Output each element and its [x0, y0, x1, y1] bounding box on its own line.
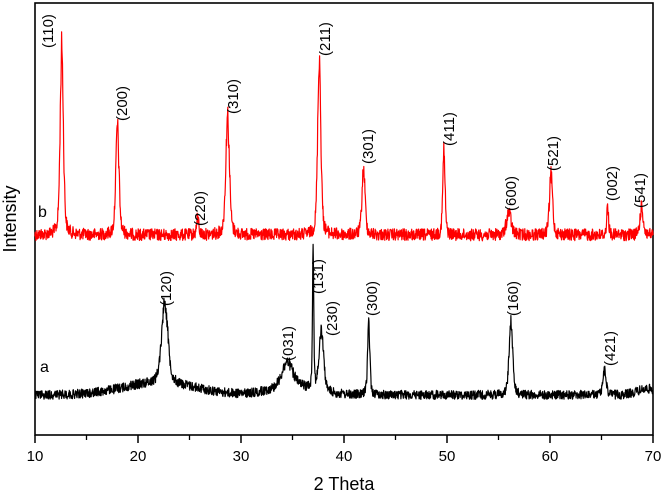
x-tick-label: 40 — [336, 448, 353, 465]
x-tick-label: 30 — [233, 448, 250, 465]
peak-labels: (110) (200) (220) (310) (211) (301) (411) (600)… — [40, 14, 649, 366]
peak-label: (131) — [310, 259, 327, 294]
peak-label: (300) — [364, 281, 381, 316]
x-axis: 10 20 30 40 50 60 70 — [27, 435, 662, 465]
peak-label: (301) — [360, 129, 377, 164]
peak-label: (421) — [602, 331, 619, 366]
peak-label: (211) — [317, 22, 334, 56]
series-b-line — [34, 31, 654, 242]
peak-label: (230) — [324, 301, 341, 336]
plot-frame — [34, 2, 654, 436]
x-tick-label: 70 — [645, 448, 662, 465]
peak-label: (110) — [40, 14, 57, 48]
peak-label: (160) — [505, 281, 522, 316]
x-tick-label: 50 — [439, 448, 456, 465]
peak-label: (521) — [545, 136, 562, 171]
x-tick-label: 20 — [130, 448, 147, 465]
x-tick-label: 10 — [27, 448, 44, 465]
peak-label: (411) — [441, 112, 458, 146]
peak-label: (541) — [632, 173, 649, 208]
x-tick-label: 60 — [542, 448, 559, 465]
x-axis-title: 2 Theta — [314, 474, 376, 494]
y-axis-title: Intensity — [0, 185, 20, 252]
peak-label: (002) — [604, 166, 621, 201]
peak-label: (120) — [158, 271, 175, 306]
series-a-line — [34, 243, 654, 400]
series-layer — [34, 31, 654, 400]
peak-label: (200) — [114, 86, 131, 121]
series-label-a: a — [40, 359, 49, 376]
peak-label: (031) — [280, 326, 297, 361]
series-label-b: b — [38, 204, 47, 221]
peak-label: (220) — [192, 191, 209, 226]
peak-label: (600) — [503, 176, 520, 211]
peak-label: (310) — [225, 79, 242, 114]
